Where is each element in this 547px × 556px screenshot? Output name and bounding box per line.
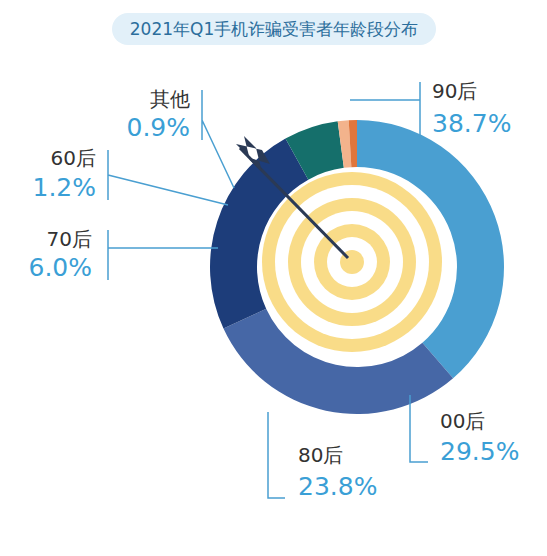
- svg-text:29.5%: 29.5%: [440, 437, 519, 466]
- svg-text:80后: 80后: [298, 443, 343, 467]
- svg-text:90后: 90后: [432, 79, 477, 103]
- svg-text:6.0%: 6.0%: [28, 253, 92, 282]
- svg-text:0.9%: 0.9%: [126, 113, 190, 142]
- svg-text:70后: 70后: [47, 227, 92, 251]
- svg-text:23.8%: 23.8%: [298, 472, 377, 501]
- svg-text:2021年Q1手机诈骗受害者年龄段分布: 2021年Q1手机诈骗受害者年龄段分布: [130, 19, 418, 39]
- svg-text:1.2%: 1.2%: [32, 173, 96, 202]
- svg-text:60后: 60后: [51, 146, 96, 170]
- svg-text:38.7%: 38.7%: [432, 109, 511, 138]
- svg-text:00后: 00后: [440, 409, 485, 433]
- svg-text:其他: 其他: [150, 87, 190, 111]
